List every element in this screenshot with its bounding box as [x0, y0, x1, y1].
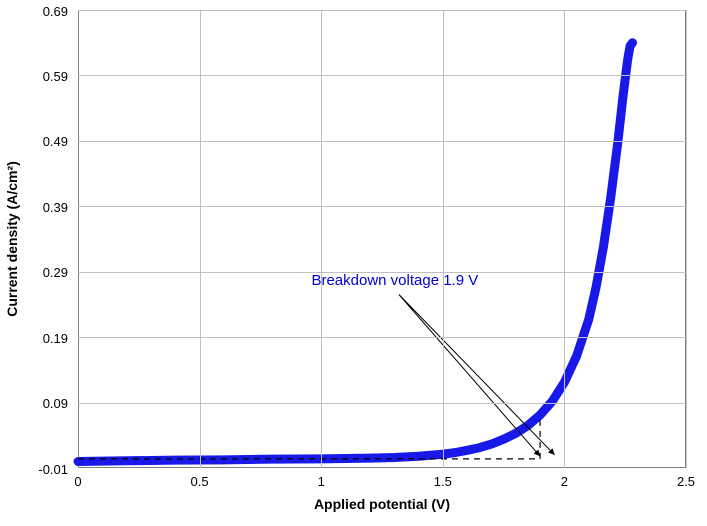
- x-axis-title: Applied potential (V): [314, 496, 450, 512]
- x-tick-label: 2: [561, 474, 568, 489]
- gridline-h: [78, 206, 686, 207]
- gridline-h: [78, 337, 686, 338]
- gridline-v: [200, 10, 201, 468]
- x-tick-label: 1: [318, 474, 325, 489]
- x-tick-label: 2.5: [677, 474, 695, 489]
- plot-area: [78, 10, 686, 468]
- gridline-v: [321, 10, 322, 468]
- breakdown-voltage-chart: Applied potential (V) Current density (A…: [0, 0, 707, 526]
- gridline-v: [564, 10, 565, 468]
- y-axis-title: Current density (A/cm²): [4, 161, 20, 317]
- x-tick-label: 0.5: [191, 474, 209, 489]
- x-tick-label: 0: [74, 474, 81, 489]
- breakdown-annotation: Breakdown voltage 1.9 V: [311, 272, 478, 289]
- gridline-v: [686, 10, 687, 468]
- gridline-h: [78, 272, 686, 273]
- gridline-h: [78, 10, 686, 11]
- gridline-v: [443, 10, 444, 468]
- x-tick-label: 1.5: [434, 474, 452, 489]
- gridline-h: [78, 75, 686, 76]
- gridline-h: [78, 403, 686, 404]
- gridline-h: [78, 141, 686, 142]
